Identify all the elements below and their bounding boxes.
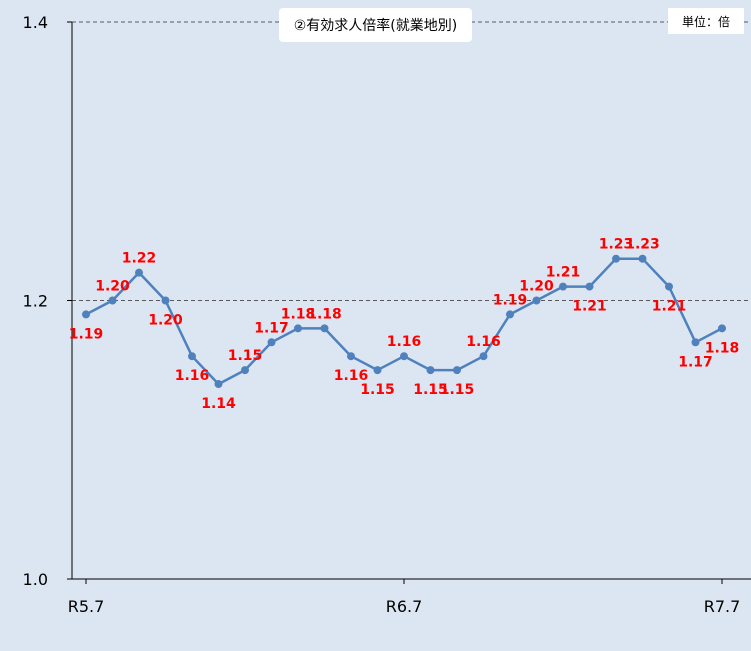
data-label: 1.14 (201, 396, 236, 412)
y-tick-label: 1.0 (23, 570, 48, 589)
data-point (612, 254, 620, 263)
data-label: 1.18 (281, 306, 316, 322)
data-point (638, 254, 647, 263)
data-point (241, 366, 249, 375)
data-point (320, 324, 329, 333)
x-tick-label: R6.7 (386, 597, 423, 616)
data-point (691, 338, 700, 347)
data-label: 1.16 (334, 368, 369, 384)
data-label: 1.21 (546, 265, 581, 281)
data-label: 1.15 (413, 382, 448, 398)
unit-label: 単位：倍 (668, 8, 744, 34)
data-label: 1.15 (440, 382, 475, 398)
data-point (585, 282, 594, 291)
axes: 1.0 1.2 1.4 R5.7 R6.7 R7.7 (23, 13, 751, 616)
data-point (559, 282, 567, 291)
data-point (453, 366, 461, 375)
data-point (373, 366, 382, 375)
data-point (400, 352, 408, 361)
data-label: 1.22 (122, 251, 157, 267)
data-point (82, 310, 90, 319)
data-point (479, 352, 488, 361)
data-label: 1.18 (307, 306, 342, 322)
data-label: 1.16 (466, 334, 501, 350)
data-label: 1.17 (254, 320, 289, 336)
data-point (188, 352, 196, 361)
data-label: 1.21 (572, 299, 607, 315)
x-tick-label: R7.7 (704, 597, 741, 616)
data-point (506, 310, 514, 319)
data-point (718, 324, 726, 333)
data-point (347, 352, 355, 361)
data-label: 1.20 (95, 279, 130, 295)
data-point (426, 366, 435, 375)
data-label: 1.20 (148, 313, 183, 329)
data-label: 1.18 (705, 340, 740, 356)
data-label: 1.20 (519, 279, 554, 295)
data-point (294, 324, 302, 333)
data-point (108, 296, 117, 305)
data-point (532, 296, 541, 305)
data-label: 1.16 (175, 368, 210, 384)
x-tick-label: R5.7 (68, 597, 105, 616)
data-label: 1.16 (387, 334, 422, 350)
data-points (82, 254, 726, 389)
data-label: 1.23 (599, 237, 634, 253)
data-point (267, 338, 276, 347)
data-point (161, 296, 170, 305)
data-label: 1.21 (652, 299, 687, 315)
data-point (665, 282, 673, 291)
data-labels: 1.191.201.221.201.161.141.151.171.181.18… (69, 237, 740, 412)
data-label: 1.19 (493, 292, 528, 308)
data-label: 1.23 (625, 237, 660, 253)
data-label: 1.17 (678, 354, 713, 370)
data-label: 1.15 (360, 382, 395, 398)
data-label: 1.15 (228, 348, 263, 364)
chart-title: ②有効求人倍率(就業地別) (279, 8, 472, 42)
y-tick-label: 1.4 (23, 13, 48, 32)
data-label: 1.19 (69, 326, 104, 342)
y-tick-label: 1.2 (23, 292, 48, 311)
data-point (214, 380, 223, 389)
data-point (135, 268, 143, 277)
